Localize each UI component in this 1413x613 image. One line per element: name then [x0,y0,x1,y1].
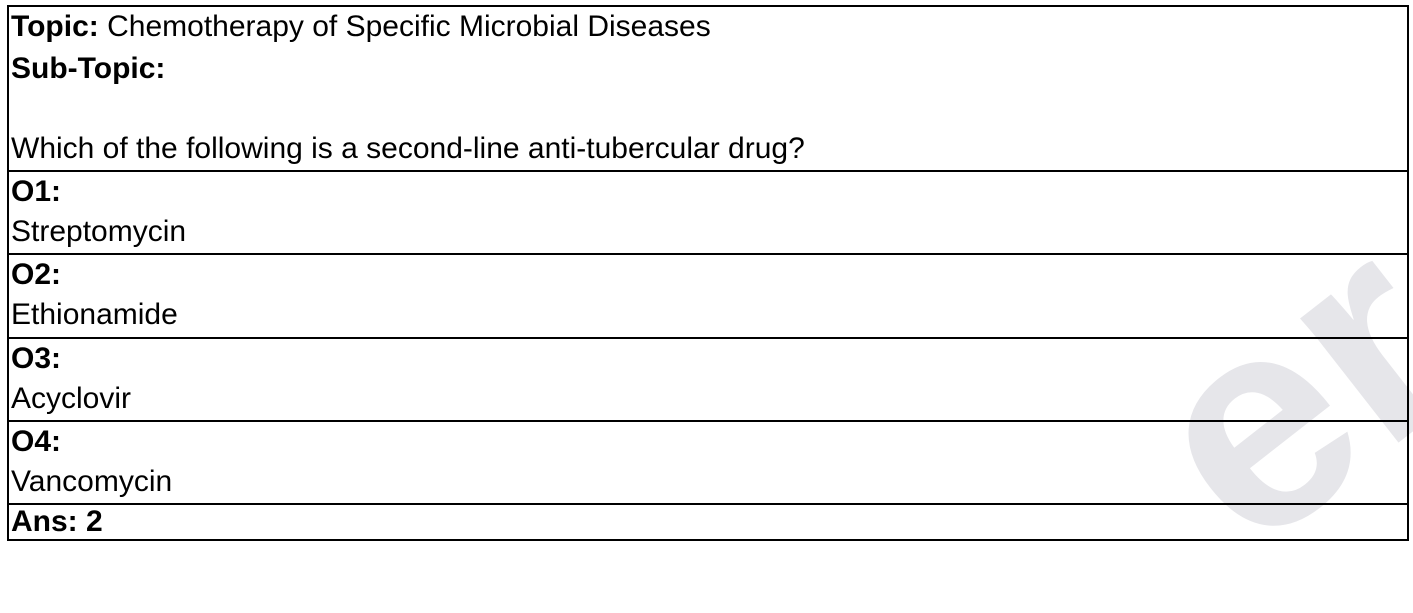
option-3-label: O3: [11,342,62,375]
topic-value: Chemotherapy of Specific Microbial Disea… [107,10,711,43]
option-4-label: O4: [11,425,62,458]
option-2-label: O2: [11,258,62,291]
subtopic-line: Sub-Topic: [11,49,165,89]
question-header: Topic: Chemotherapy of Specific Microbia… [9,7,1407,170]
answer-row: Ans: 2 [9,503,1407,539]
option-1-text: Streptomycin [11,215,187,248]
subtopic-label: Sub-Topic: [11,52,166,85]
option-1: O1: Streptomycin [9,170,1407,253]
option-4: O4: Vancomycin [9,420,1407,503]
option-3: O3: Acyclovir [9,337,1407,420]
answer-label: Ans: 2 [11,505,103,538]
option-1-label: O1: [11,175,62,208]
question-text: Which of the following is a second-line … [11,132,805,165]
option-2: O2: Ethionamide [9,253,1407,337]
option-4-text: Vancomycin [11,465,173,498]
topic-line: Topic: Chemotherapy of Specific Microbia… [11,7,711,47]
question-card: Topic: Chemotherapy of Specific Microbia… [7,5,1409,541]
option-2-text: Ethionamide [11,298,178,331]
option-3-text: Acyclovir [11,382,132,415]
topic-label: Topic: [11,10,99,43]
